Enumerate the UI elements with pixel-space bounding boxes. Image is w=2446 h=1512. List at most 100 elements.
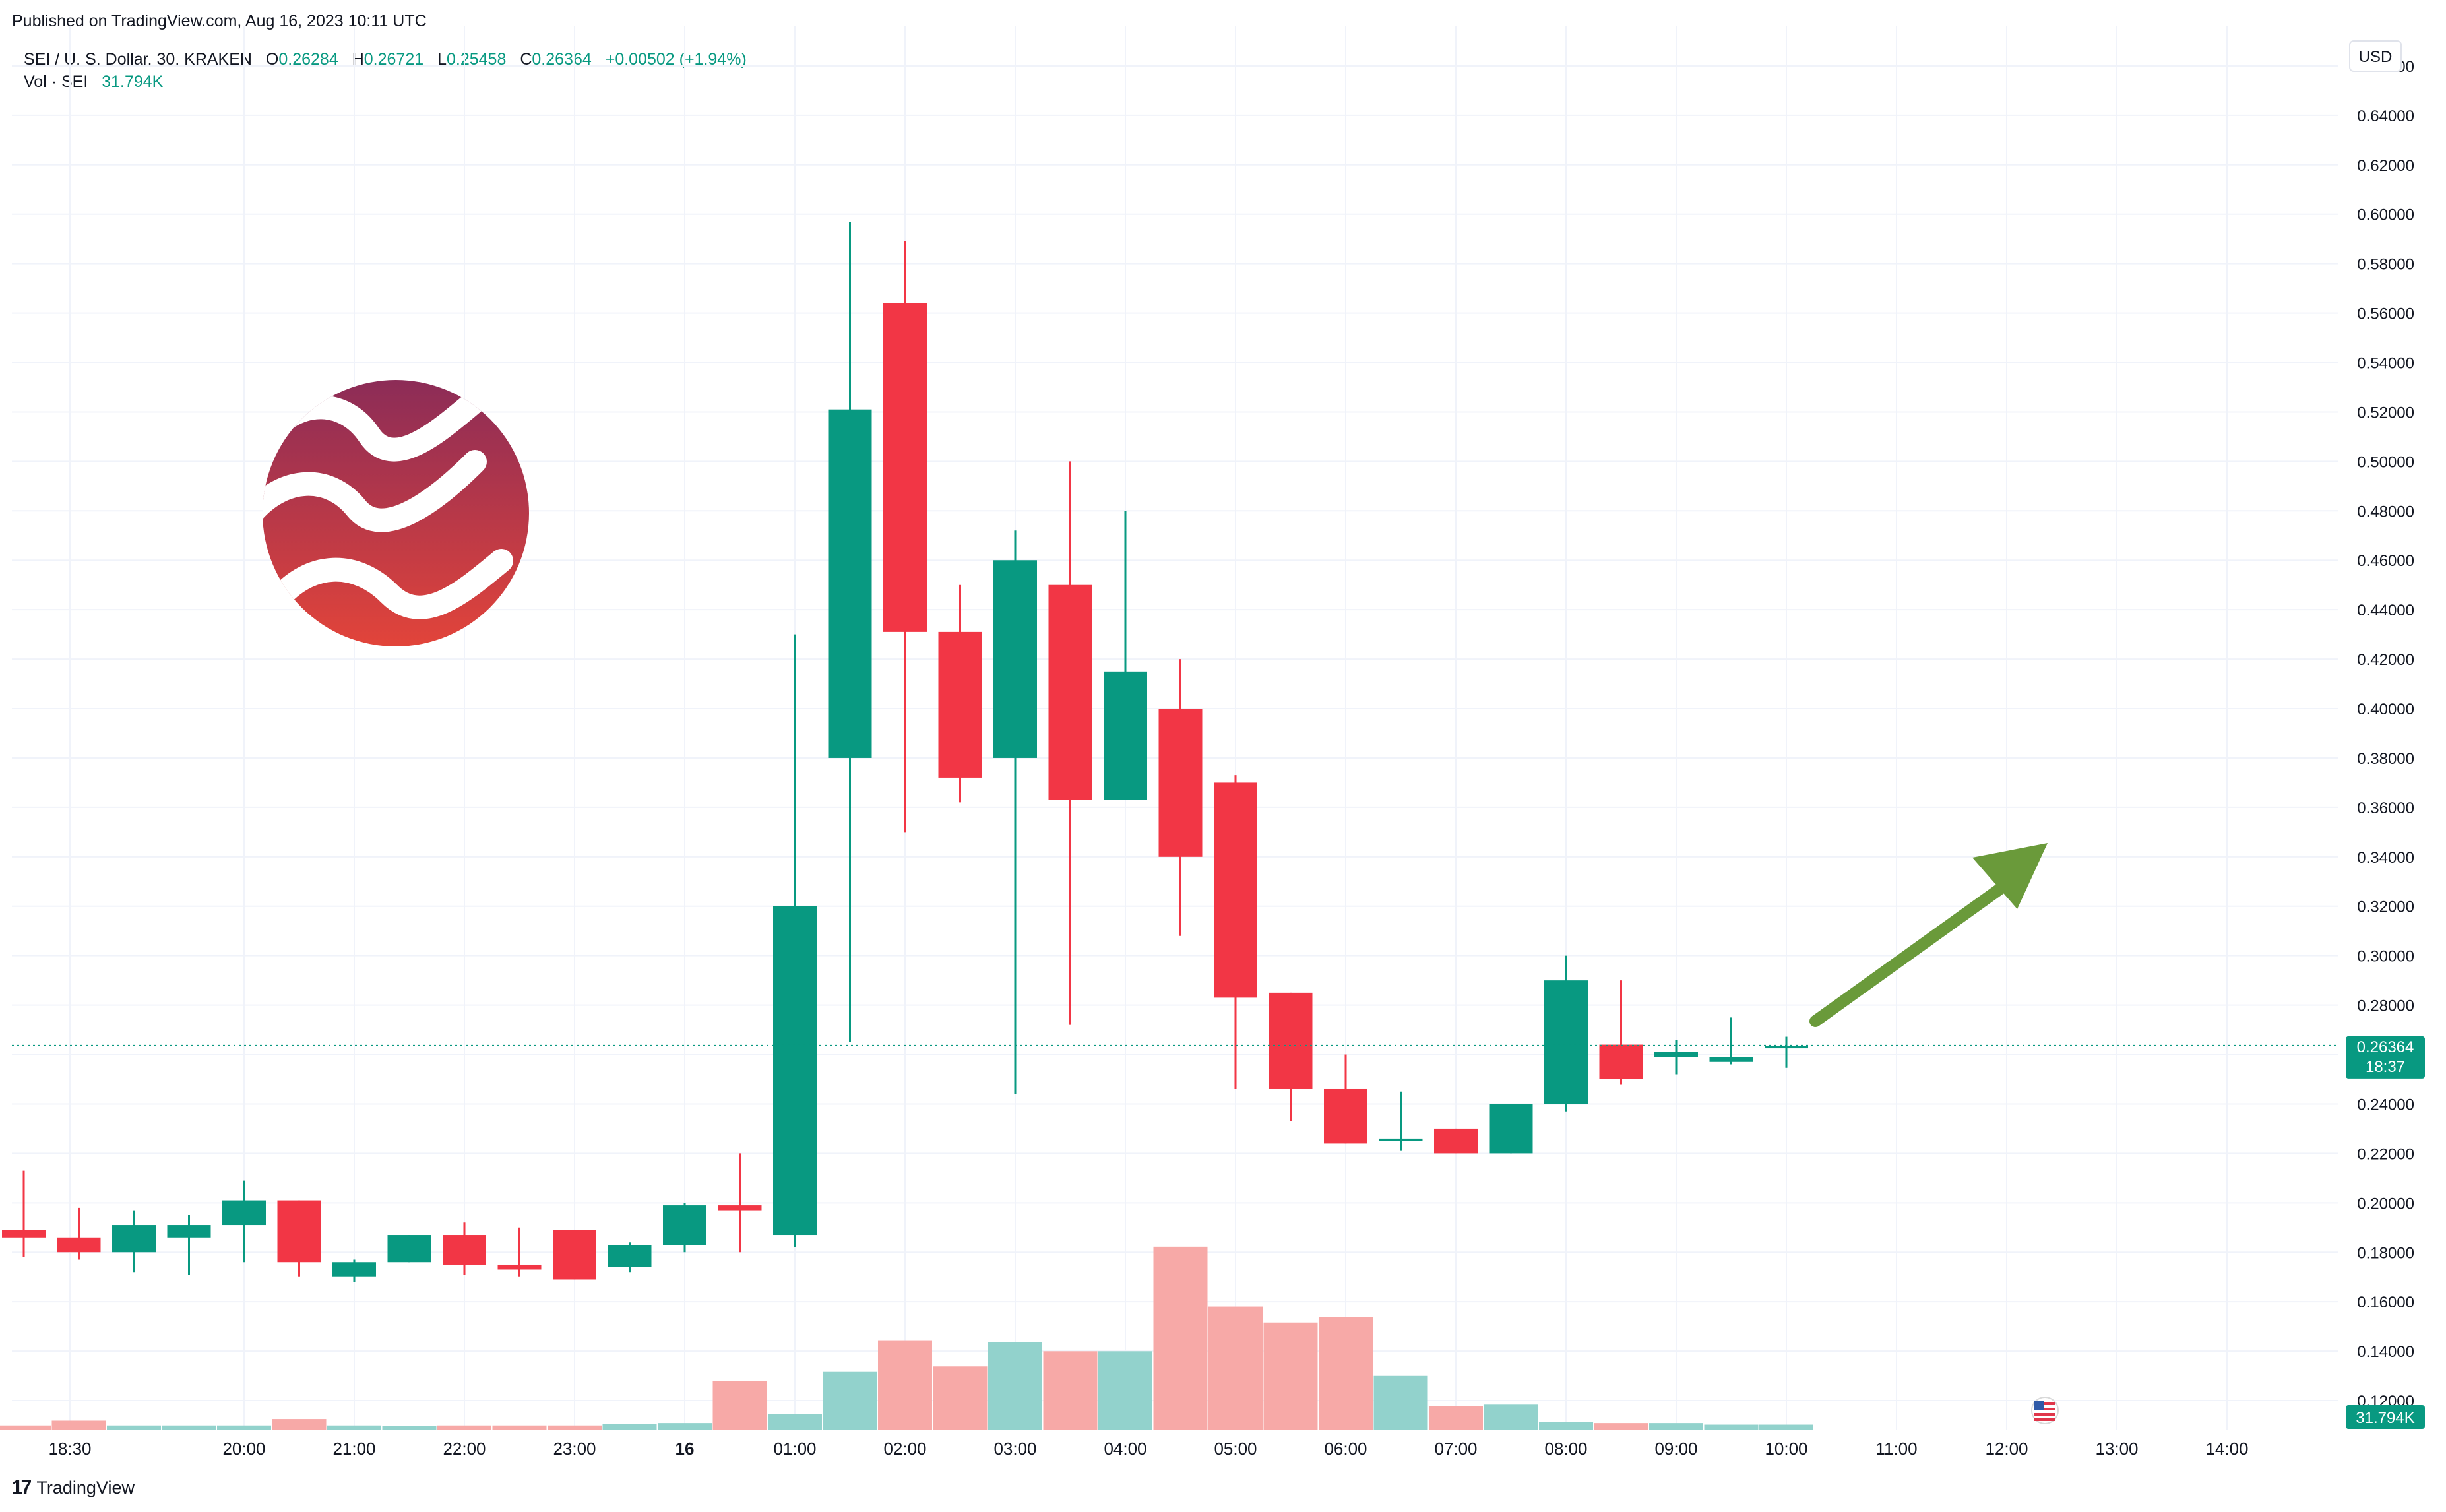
candle-body	[1324, 1088, 1367, 1144]
volume-bar	[1153, 1246, 1208, 1430]
candle-body	[57, 1237, 101, 1253]
volume-bar	[1429, 1406, 1483, 1430]
time-axis[interactable]: 18:30 20:00 21:00 22:00 23:00 16 01:00 02:00 03:…	[48, 1439, 2248, 1459]
candle-body	[222, 1200, 266, 1226]
price-tick-label: 0.58000	[2357, 256, 2414, 274]
price-tick-label: 0.46000	[2357, 552, 2414, 570]
volume-value: 31.794K	[102, 73, 164, 91]
candle-body	[443, 1235, 486, 1265]
candle-body	[1048, 584, 1092, 800]
volume-bar	[1098, 1351, 1152, 1430]
candle-body	[883, 303, 927, 632]
high-label: H	[352, 50, 364, 69]
volume-bar	[382, 1426, 437, 1430]
time-tick-label: 07:00	[1434, 1439, 1477, 1459]
candle-body	[1379, 1138, 1423, 1141]
candle-body	[608, 1245, 652, 1267]
volume-bar	[492, 1425, 547, 1430]
volume-bar	[1319, 1317, 1373, 1430]
price-tick-label: 0.50000	[2357, 453, 2414, 471]
candle-body	[1709, 1057, 1753, 1062]
candle-body	[1489, 1104, 1533, 1154]
price-axis-bg	[2346, 0, 2446, 1512]
time-tick-label: 02:00	[883, 1439, 926, 1459]
time-tick-label: 06:00	[1324, 1439, 1367, 1459]
volume-bar	[1704, 1424, 1759, 1430]
price-tick-label: 0.24000	[2357, 1096, 2414, 1114]
us-flag-icon[interactable]	[2031, 1397, 2059, 1424]
candle-body	[1104, 671, 1147, 800]
candle-body	[2, 1230, 46, 1238]
price-axis[interactable]: 0.660000.640000.620000.600000.580000.560…	[2357, 58, 2414, 1410]
time-tick-label: 11:00	[1875, 1439, 1917, 1459]
currency-label: USD	[2359, 48, 2393, 66]
tradingview-brand: TradingView	[36, 1477, 135, 1497]
time-tick-label: 21:00	[332, 1439, 375, 1459]
price-tick-label: 0.32000	[2357, 898, 2414, 916]
time-tick-label: 09:00	[1654, 1439, 1697, 1459]
price-tick-label: 0.60000	[2357, 206, 2414, 224]
price-tick-label: 0.34000	[2357, 849, 2414, 867]
time-tick-label: 04:00	[1104, 1439, 1146, 1459]
last-volume-value: 31.794K	[2356, 1409, 2414, 1427]
time-tick-label: 13:00	[2095, 1439, 2138, 1459]
price-tick-label: 0.54000	[2357, 355, 2414, 373]
close-label: C	[520, 50, 532, 69]
price-tick-label: 0.64000	[2357, 108, 2414, 125]
volume-bar	[1373, 1375, 1428, 1430]
volume-bar	[712, 1381, 767, 1430]
time-tick-label: 05:00	[1214, 1439, 1257, 1459]
volume-bar	[1043, 1351, 1098, 1430]
time-tick-label: 03:00	[993, 1439, 1036, 1459]
volume-bar	[1484, 1404, 1538, 1430]
last-volume-label: 31.794K	[2346, 1405, 2425, 1429]
volume-bar	[548, 1425, 602, 1430]
candle-body	[993, 560, 1037, 758]
volume-bar	[1649, 1423, 1703, 1430]
volume-bar	[0, 1425, 51, 1430]
time-tick-label: 16	[675, 1439, 695, 1459]
price-tick-label: 0.44000	[2357, 602, 2414, 619]
time-tick-label: 23:00	[553, 1439, 596, 1459]
volume-bar	[107, 1425, 161, 1430]
tradingview-logo[interactable]: 17 TradingView	[12, 1476, 135, 1499]
volume-label: Vol · SEI	[24, 73, 88, 91]
price-tick-label: 0.22000	[2357, 1145, 2414, 1163]
last-price-value: 0.26364	[2357, 1038, 2414, 1056]
candle-body	[1654, 1052, 1698, 1057]
price-tick-label: 0.48000	[2357, 503, 2414, 520]
tradingview-logo-icon: 17	[12, 1476, 32, 1498]
price-tick-label: 0.16000	[2357, 1294, 2414, 1311]
price-tick-label: 0.62000	[2357, 157, 2414, 175]
price-tick-label: 0.20000	[2357, 1195, 2414, 1213]
volume-bar	[823, 1371, 877, 1430]
volume-bar	[437, 1425, 491, 1430]
time-tick-label: 22:00	[443, 1439, 486, 1459]
published-note: Published on TradingView.com, Aug 16, 20…	[12, 12, 427, 30]
currency-badge[interactable]: USD	[2349, 40, 2402, 72]
time-tick-label: 01:00	[773, 1439, 816, 1459]
volume-bar	[51, 1420, 106, 1430]
volume-bar	[988, 1342, 1042, 1430]
price-tick-label: 0.30000	[2357, 948, 2414, 966]
candle-body	[718, 1205, 762, 1211]
candle-body	[497, 1264, 542, 1270]
price-tick-label: 0.40000	[2357, 701, 2414, 718]
low-label: L	[437, 50, 447, 69]
time-tick-label: 20:00	[222, 1439, 265, 1459]
volume-bar	[1594, 1423, 1648, 1430]
candle-body	[387, 1235, 431, 1263]
candle-body	[112, 1225, 156, 1253]
volume-bar	[327, 1425, 381, 1430]
price-tick-label: 0.52000	[2357, 404, 2414, 422]
volume-bar	[768, 1414, 822, 1430]
candle-body	[938, 631, 982, 778]
volume-bars	[0, 1246, 1813, 1430]
volume-bar	[217, 1425, 271, 1430]
candle-body	[277, 1200, 321, 1263]
candle-body	[332, 1262, 376, 1277]
candle-body	[1544, 980, 1588, 1104]
volume-bar	[272, 1419, 327, 1430]
price-tick-label: 0.18000	[2357, 1244, 2414, 1262]
